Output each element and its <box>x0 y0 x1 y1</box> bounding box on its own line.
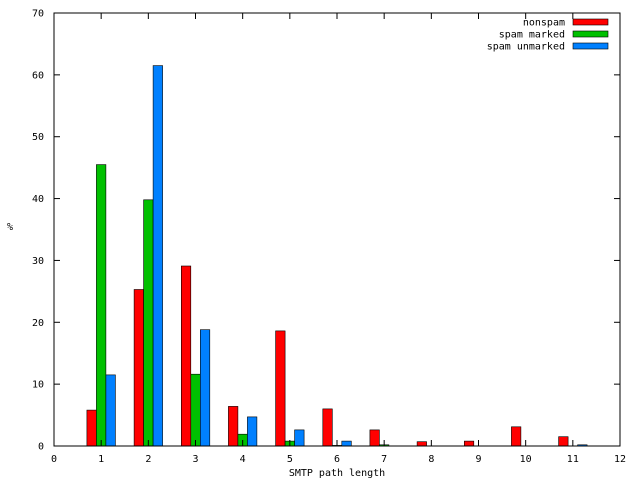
bar-nonspam-6 <box>322 408 333 447</box>
x-tick-label: 2 <box>145 454 151 465</box>
y-tick-label: 60 <box>32 70 44 81</box>
legend-swatch-nonspam <box>572 18 609 26</box>
bar-spam-unmarked-6 <box>341 440 352 447</box>
bar-nonspam-4 <box>228 406 239 447</box>
x-axis-label: SMTP path length <box>289 468 385 479</box>
bars-layer <box>86 65 588 447</box>
bar-nonspam-11 <box>558 436 569 447</box>
bar-nonspam-10 <box>511 426 522 447</box>
x-tick-label: 3 <box>192 454 198 465</box>
y-axis-label: % <box>7 222 13 233</box>
x-tick-label: 12 <box>614 454 626 465</box>
bar-nonspam-1 <box>86 409 97 447</box>
legend-label-spam-unmarked: spam unmarked <box>487 42 565 53</box>
y-tick-label: 50 <box>32 132 44 143</box>
bar-nonspam-5 <box>275 330 286 447</box>
x-tick-label: 0 <box>51 454 57 465</box>
bar-spam-marked-3 <box>190 373 201 447</box>
legend-swatch-spam-marked <box>572 30 609 38</box>
bar-nonspam-8 <box>416 441 427 447</box>
x-tick-label: 9 <box>475 454 481 465</box>
x-tick-label: 10 <box>520 454 532 465</box>
x-tick-label: 5 <box>287 454 293 465</box>
bar-spam-unmarked-5 <box>294 429 305 447</box>
legend-swatch-spam-unmarked <box>572 42 609 50</box>
y-tick-label: 20 <box>32 318 44 329</box>
x-tick-label: 4 <box>240 454 246 465</box>
legend-label-spam-marked: spam marked <box>499 30 565 41</box>
y-tick-label: 0 <box>38 442 44 453</box>
x-tick-label: 6 <box>334 454 340 465</box>
bar-nonspam-9 <box>463 440 475 447</box>
bar-nonspam-3 <box>181 265 192 447</box>
x-tick-label: 8 <box>428 454 434 465</box>
x-tick-label: 1 <box>98 454 104 465</box>
bar-spam-unmarked-1 <box>105 374 116 447</box>
bar-spam-marked-1 <box>96 164 107 447</box>
bar-spam-marked-2 <box>143 199 154 447</box>
bar-nonspam-7 <box>369 429 380 447</box>
bar-spam-unmarked-2 <box>152 65 163 447</box>
bar-nonspam-2 <box>133 289 144 447</box>
x-tick-label: 7 <box>381 454 387 465</box>
y-tick-label: 40 <box>32 194 44 205</box>
y-tick-label: 30 <box>32 256 44 267</box>
bar-spam-unmarked-3 <box>200 329 211 447</box>
legend-label-nonspam: nonspam <box>523 18 565 29</box>
y-tick-label: 70 <box>32 9 44 20</box>
bar-spam-unmarked-4 <box>247 416 258 447</box>
y-tick-label: 10 <box>32 380 44 391</box>
x-tick-label: 11 <box>567 454 579 465</box>
